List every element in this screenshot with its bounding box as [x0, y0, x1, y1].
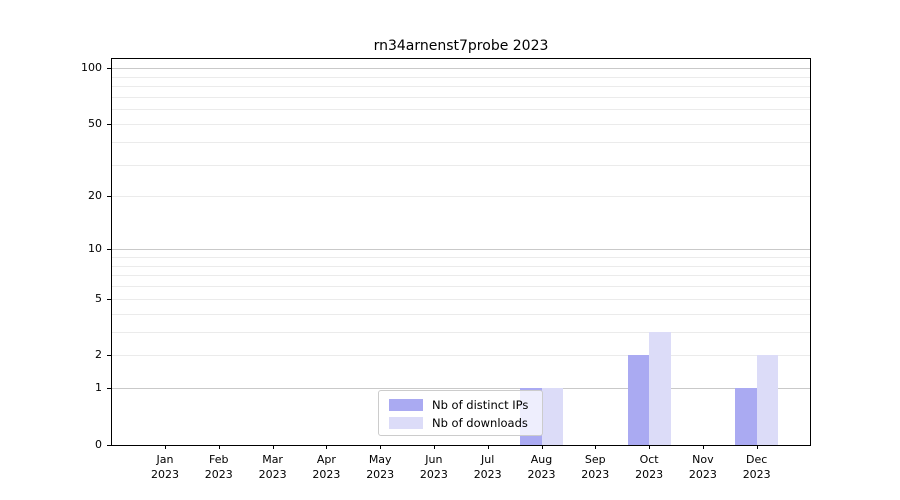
bar-downloads-dec — [756, 355, 779, 445]
y-tick-label: 0 — [95, 438, 102, 451]
x-tick-year: 2023 — [473, 468, 502, 481]
y-tick-label: 20 — [88, 189, 102, 203]
legend-swatch-downloads — [389, 417, 423, 429]
x-tick-label-sep: Sep 2023 — [566, 452, 624, 482]
x-tick-month: Nov — [692, 453, 714, 466]
y-tick-mark — [107, 196, 111, 198]
gridline-minor — [112, 257, 810, 258]
y-tick-mark — [107, 355, 111, 357]
gridline-minor — [112, 109, 810, 111]
x-tick-label-feb: Feb 2023 — [190, 452, 248, 482]
x-tick-mark — [433, 445, 435, 449]
x-tick-month: Sep — [584, 453, 606, 466]
gridline-major — [112, 249, 810, 251]
y-tick-mark — [107, 388, 111, 390]
x-tick-mark — [165, 445, 166, 449]
bar-downloads-aug — [541, 388, 563, 445]
bar-distinct-ips-dec — [735, 388, 757, 445]
gridline-minor — [112, 275, 810, 277]
x-tick-mark — [326, 445, 328, 449]
x-tick-year: 2023 — [581, 468, 610, 481]
y-tick-mark — [107, 445, 111, 446]
legend-label: Nb of downloads — [432, 416, 528, 430]
gridline-minor — [112, 331, 810, 333]
x-tick-year: 2023 — [688, 468, 717, 481]
x-tick-mark — [380, 445, 382, 449]
legend-entry-distinct-ips: Nb of distinct IPs — [389, 396, 532, 414]
gridline-minor — [112, 298, 810, 300]
gridline-minor — [112, 196, 810, 198]
gridline-minor — [112, 286, 810, 288]
x-tick-month: Oct — [639, 453, 659, 466]
y-tick-label: 10 — [88, 242, 102, 256]
legend: Nb of distinct IPs Nb of downloads — [378, 390, 543, 436]
x-tick-mark — [595, 445, 597, 449]
x-tick-year: 2023 — [527, 468, 556, 481]
x-tick-month: Jun — [425, 453, 443, 466]
x-tick-year: 2023 — [635, 468, 664, 481]
legend-entry-downloads: Nb of downloads — [389, 414, 532, 432]
x-tick-year: 2023 — [742, 468, 771, 481]
x-tick-year: 2023 — [204, 468, 233, 481]
y-tick-label: 100 — [81, 61, 102, 75]
x-tick-year: 2023 — [258, 468, 287, 481]
legend-label: Nb of distinct IPs — [432, 398, 529, 412]
x-tick-label-apr: Apr 2023 — [297, 452, 355, 482]
legend-swatch-distinct-ips — [389, 399, 423, 411]
x-tick-month: May — [368, 453, 392, 466]
x-tick-mark — [702, 445, 704, 449]
gridline-minor — [112, 86, 810, 88]
gridline-minor — [112, 355, 810, 357]
x-tick-label-jan: Jan 2023 — [136, 452, 194, 482]
gridline-minor — [112, 265, 810, 267]
y-tick-mark — [107, 298, 111, 300]
gridline-major — [112, 388, 810, 390]
y-tick-mark — [107, 249, 111, 251]
y-tick-label: 2 — [95, 348, 102, 362]
x-tick-month: Aug — [530, 453, 553, 466]
x-tick-label-mar: Mar 2023 — [244, 452, 302, 482]
x-tick-mark — [272, 445, 274, 449]
gridline-minor — [112, 76, 810, 78]
y-tick-label: 1 — [95, 381, 102, 395]
x-tick-label-oct: Oct 2023 — [620, 452, 678, 482]
x-tick-label-jun: Jun 2023 — [405, 452, 463, 482]
bar-downloads-oct — [649, 331, 671, 445]
x-tick-month: Mar — [262, 453, 283, 466]
x-tick-mark — [649, 445, 651, 449]
gridline-minor — [112, 313, 810, 315]
y-tick-label: 50 — [88, 117, 102, 130]
y-tick-mark — [107, 68, 111, 70]
x-tick-month: Dec — [746, 453, 768, 466]
x-tick-year: 2023 — [419, 468, 448, 481]
x-tick-mark — [756, 445, 758, 449]
y-tick-mark — [107, 124, 111, 125]
gridline-major — [112, 68, 810, 70]
x-tick-mark — [487, 445, 489, 449]
gridline-minor — [112, 96, 810, 98]
gridline-minor — [112, 164, 810, 166]
x-tick-month: Jan — [156, 453, 174, 466]
plot-area — [111, 58, 811, 446]
x-tick-year: 2023 — [366, 468, 395, 481]
gridline-minor — [112, 124, 810, 125]
x-tick-label-dec: Dec 2023 — [728, 452, 786, 482]
x-tick-label-aug: Aug 2023 — [513, 452, 571, 482]
x-tick-year: 2023 — [312, 468, 341, 481]
x-tick-year: 2023 — [151, 468, 179, 481]
x-tick-label-may: May 2023 — [351, 452, 409, 482]
x-tick-month: Apr — [316, 453, 336, 466]
x-tick-mark — [218, 445, 220, 449]
y-tick-label: 5 — [95, 291, 102, 305]
x-tick-label-jul: Jul 2023 — [459, 452, 517, 482]
x-tick-mark — [541, 445, 543, 449]
gridline-minor — [112, 141, 810, 143]
bar-distinct-ips-oct — [627, 355, 650, 445]
x-tick-month: Jul — [481, 453, 495, 466]
x-tick-label-nov: Nov 2023 — [674, 452, 732, 482]
chart-title: rn34arnenst7probe 2023 — [373, 38, 549, 54]
x-tick-month: Feb — [209, 453, 229, 466]
